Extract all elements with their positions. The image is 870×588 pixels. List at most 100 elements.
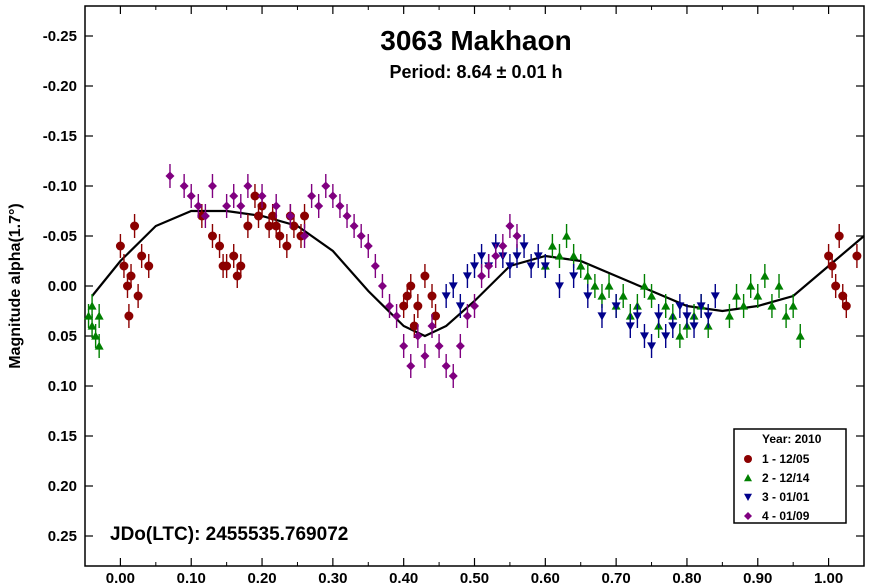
data-point-s4-28 [406,361,416,371]
data-point-s1-25 [282,241,292,251]
data-point-s1-1 [119,261,129,271]
data-point-s3-20 [625,322,635,331]
y-tick-label-4: -0.05 [43,228,77,245]
data-point-s2-37 [774,281,784,290]
data-point-s3-32 [710,292,720,301]
data-point-s3-19 [611,302,621,311]
data-point-s2-10 [569,251,579,260]
data-point-s1-37 [431,311,441,321]
data-point-s4-7 [229,191,239,201]
data-point-s3-13 [533,252,543,261]
data-point-s1-38 [824,251,834,261]
x-tick-label-4: 0.40 [389,570,418,587]
data-point-s4-20 [349,221,359,231]
data-point-s2-32 [739,301,749,310]
data-point-s4-9 [243,181,253,191]
data-point-s4-15 [314,201,324,211]
data-point-s4-39 [484,261,494,271]
data-point-s2-8 [554,251,564,260]
data-point-s2-11 [576,261,586,270]
data-point-s2-23 [661,301,671,310]
data-point-s2-35 [760,271,770,280]
data-point-s4-22 [363,241,373,251]
data-point-s3-26 [668,322,678,331]
data-point-s1-3 [124,311,134,321]
data-point-s1-24 [275,231,285,241]
legend-marker-3 [744,493,752,501]
data-point-s2-2 [87,301,97,310]
data-point-s4-33 [441,361,451,371]
legend-entry-3: 3 - 01/01 [762,490,810,504]
x-tick-label-7: 0.70 [602,570,631,587]
x-tick-label-3: 0.30 [318,570,347,587]
data-point-s1-39 [827,261,837,271]
data-point-s2-1 [87,321,97,330]
data-point-s4-37 [470,301,479,311]
data-point-s4-43 [512,231,522,241]
legend-entry-2: 2 - 12/14 [762,471,810,485]
data-point-s3-23 [647,342,657,351]
x-tick-label-0: 0.00 [106,570,135,587]
data-point-s2-9 [562,231,572,240]
data-point-s1-14 [229,251,239,261]
data-point-s4-23 [370,261,380,271]
data-point-s4-6 [222,201,232,211]
data-point-s1-7 [137,251,147,261]
data-point-s3-4 [470,262,479,271]
data-point-s3-9 [505,262,515,271]
data-point-s3-1 [448,282,458,291]
data-point-s4-10 [257,191,267,201]
legend-marker-2 [744,474,752,482]
data-point-s1-29 [300,211,310,221]
data-points-group [84,164,862,388]
data-point-s3-0 [441,292,451,301]
data-point-s4-1 [179,181,189,191]
data-point-s3-24 [654,312,664,321]
x-tick-label-8: 0.80 [672,570,701,587]
data-point-s3-25 [661,332,671,341]
data-point-s1-44 [852,251,862,261]
x-tick-label-1: 0.10 [177,570,206,587]
legend-markers [744,455,752,520]
data-point-s1-10 [207,231,217,241]
data-point-s4-3 [193,201,203,211]
data-point-s3-31 [703,312,713,321]
data-point-s4-40 [491,251,501,261]
y-tick-label-0: -0.25 [43,28,77,45]
y-tick-label-7: 0.10 [48,378,77,395]
data-point-s4-27 [399,341,409,351]
data-point-s1-17 [243,221,253,231]
data-point-s1-27 [289,221,299,231]
x-tick-label-5: 0.50 [460,570,489,587]
data-point-s2-12 [583,271,593,280]
data-point-s3-11 [519,242,529,251]
data-point-s3-30 [696,302,706,311]
data-point-s1-5 [130,221,140,231]
data-point-s4-38 [477,271,487,281]
data-point-s4-36 [462,311,472,321]
data-point-s2-13 [590,281,600,290]
data-point-s1-31 [402,291,412,301]
data-point-s2-30 [724,311,734,320]
data-point-s2-7 [547,241,557,250]
data-point-s2-15 [604,281,614,290]
data-point-s4-21 [356,231,366,241]
y-tick-label-5: 0.00 [48,278,77,295]
data-point-s3-27 [675,302,685,311]
data-point-s4-14 [307,191,317,201]
y-tick-label-10: 0.25 [48,528,77,545]
legend-entry-1: 1 - 12/05 [762,452,810,466]
data-point-s1-23 [271,221,281,231]
data-point-s4-29 [413,331,423,341]
data-point-s1-34 [413,301,423,311]
data-point-s2-20 [639,281,649,290]
legend-marker-1 [744,455,752,463]
data-point-s3-16 [569,272,579,281]
data-point-s1-11 [215,241,225,251]
data-point-s2-21 [647,291,657,300]
legend-title: Year: 2010 [762,432,822,446]
data-point-s4-18 [335,201,345,211]
data-point-s4-8 [236,201,246,211]
data-point-s4-30 [420,351,430,361]
chart-subtitle: Period: 8.64 ± 0.01 h [390,62,563,82]
